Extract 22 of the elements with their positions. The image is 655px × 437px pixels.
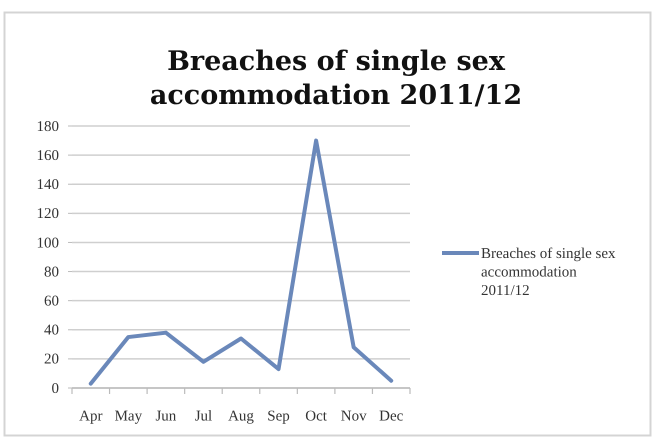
x-tick-label: Apr [79, 408, 102, 425]
y-tick-label: 120 [36, 206, 59, 222]
x-tick-label: Sep [267, 408, 290, 425]
y-tick-label: 80 [44, 264, 59, 280]
line-series [88, 138, 394, 386]
y-tick-label: 40 [44, 322, 59, 339]
y-tick-label: 180 [36, 118, 59, 135]
x-tick-label: Aug [228, 408, 254, 425]
x-tick-label: Dec [379, 408, 404, 425]
x-tick-label: Oct [305, 408, 328, 425]
x-tick-label: Jun [155, 408, 177, 425]
legend-label: Breaches of single sex accommodation 2011/12 [481, 246, 616, 299]
y-tick-label: 100 [36, 235, 59, 252]
y-tick-label: 60 [44, 293, 59, 310]
x-tick-label: Jul [194, 408, 212, 425]
y-tick-label: 20 [44, 352, 59, 368]
y-tick-label: 160 [36, 148, 59, 164]
y-tick-label: 0 [52, 380, 59, 397]
y-tick-label: 140 [36, 177, 59, 194]
x-tick-label: Nov [340, 408, 368, 425]
chart-title: Breaches of single sex accommodation 2011/12 [150, 46, 522, 111]
x-tick-label: May [114, 408, 143, 425]
